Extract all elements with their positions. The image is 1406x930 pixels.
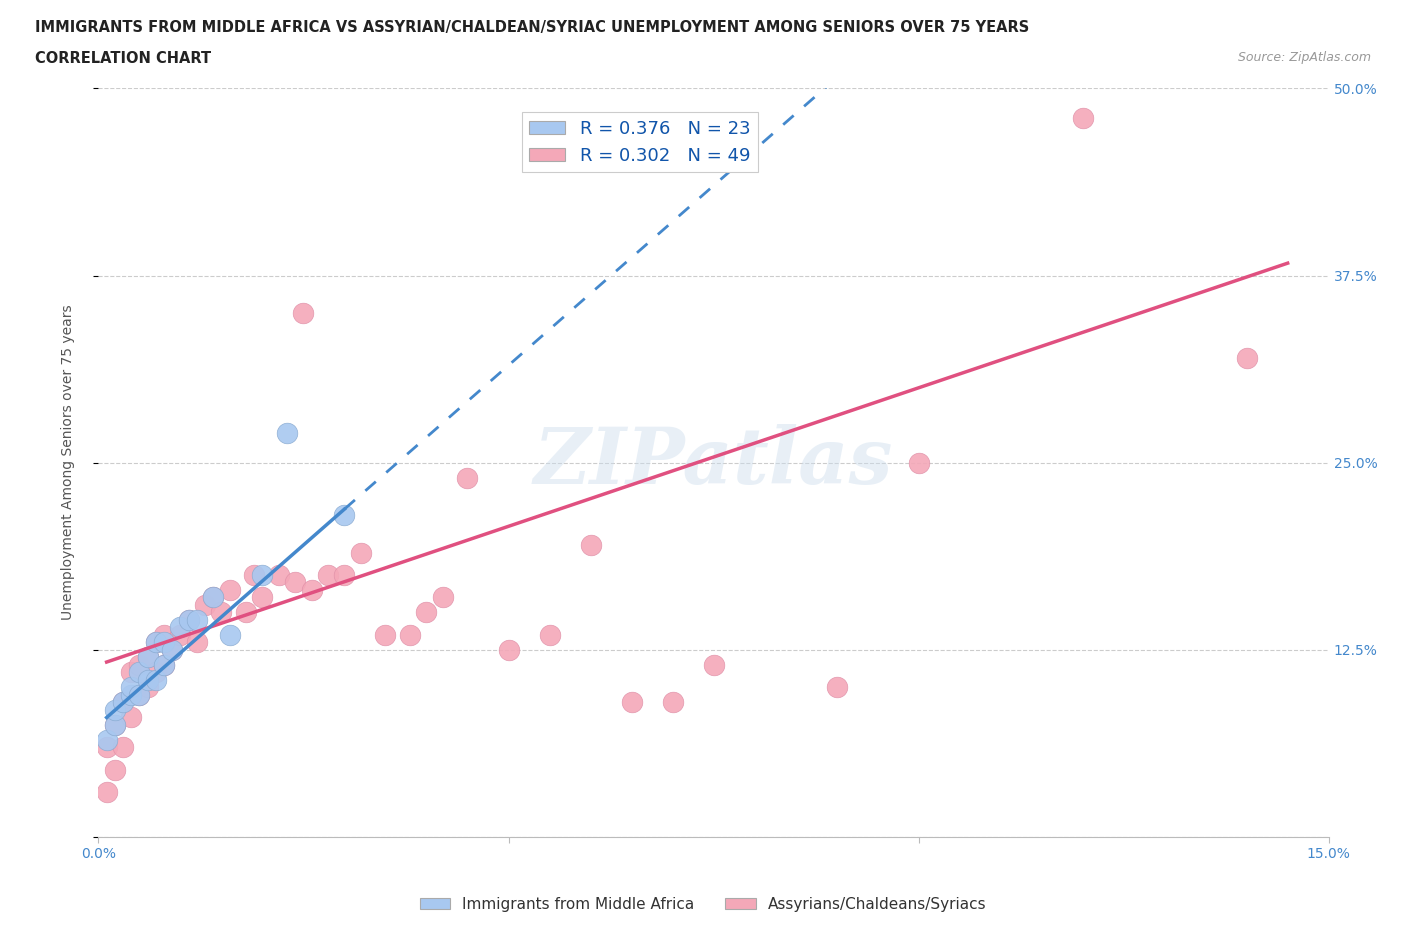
Point [415,605,437,620]
Point [703,658,725,672]
Point [136,680,159,695]
Text: Source: ZipAtlas.com: Source: ZipAtlas.com [1237,51,1371,64]
Point [1236,351,1258,365]
Point [399,628,422,643]
Text: CORRELATION CHART: CORRELATION CHART [35,51,211,66]
Point [136,650,159,665]
Point [136,672,159,687]
Point [194,597,217,612]
Point [128,687,150,702]
Point [153,658,176,672]
Point [186,613,208,628]
Point [211,605,233,620]
Legend: Immigrants from Middle Africa, Assyrians/Chaldeans/Syriacs: Immigrants from Middle Africa, Assyrians… [413,891,993,918]
Point [96,732,118,747]
Point [301,582,323,597]
Point [457,471,479,485]
Point [169,628,191,643]
Point [112,695,135,710]
Point [218,628,240,643]
Point [162,643,184,658]
Point [96,785,118,800]
Point [235,605,257,620]
Point [252,567,274,582]
Point [374,628,396,643]
Point [538,628,561,643]
Point [104,763,127,777]
Point [186,635,208,650]
Point [350,545,373,560]
Point [177,613,200,628]
Point [153,635,176,650]
Point [333,567,356,582]
Point [162,643,184,658]
Point [243,567,266,582]
Legend: R = 0.376   N = 23, R = 0.302   N = 49: R = 0.376 N = 23, R = 0.302 N = 49 [522,113,758,172]
Point [292,306,315,321]
Y-axis label: Unemployment Among Seniors over 75 years: Unemployment Among Seniors over 75 years [60,305,75,620]
Point [432,590,454,604]
Point [112,695,135,710]
Point [202,590,225,604]
Point [120,680,142,695]
Point [333,508,356,523]
Point [145,635,167,650]
Point [620,695,643,710]
Point [104,702,127,717]
Point [128,665,150,680]
Point [316,567,339,582]
Point [104,717,127,732]
Text: IMMIGRANTS FROM MIDDLE AFRICA VS ASSYRIAN/CHALDEAN/SYRIAC UNEMPLOYMENT AMONG SEN: IMMIGRANTS FROM MIDDLE AFRICA VS ASSYRIA… [35,20,1029,35]
Point [145,665,167,680]
Point [104,717,127,732]
Point [169,620,191,635]
Point [579,538,602,552]
Point [136,650,159,665]
Point [145,635,167,650]
Point [120,710,142,724]
Point [120,687,142,702]
Point [661,695,683,710]
Point [825,680,848,695]
Point [907,456,929,471]
Point [153,658,176,672]
Point [1071,111,1094,126]
Point [153,628,176,643]
Point [202,590,225,604]
Point [284,575,307,590]
Point [218,582,240,597]
Text: ZIPatlas: ZIPatlas [534,424,893,501]
Point [177,613,200,628]
Point [128,687,150,702]
Point [252,590,274,604]
Point [145,672,167,687]
Point [267,567,290,582]
Point [128,658,150,672]
Point [120,665,142,680]
Point [276,425,298,440]
Point [112,739,135,754]
Point [96,739,118,754]
Point [498,643,520,658]
